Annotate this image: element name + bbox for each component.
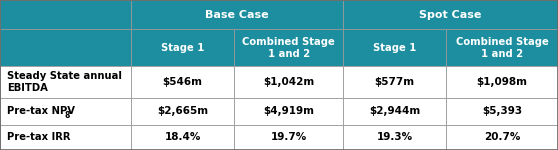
Text: 19.7%: 19.7% (271, 132, 307, 142)
Bar (131, 0, 343, 29)
Bar (131, 98, 234, 124)
Bar (234, 98, 343, 124)
Text: Stage 1: Stage 1 (161, 43, 204, 53)
Text: Steady State annual
EBITDA: Steady State annual EBITDA (7, 71, 122, 93)
Bar (343, 124, 446, 150)
Bar (343, 98, 446, 124)
Text: Combined Stage
1 and 2: Combined Stage 1 and 2 (242, 37, 335, 59)
Text: 20.7%: 20.7% (484, 132, 521, 142)
Bar (0, 98, 131, 124)
Text: $5,393: $5,393 (482, 106, 522, 116)
Text: Pre-tax IRR: Pre-tax IRR (7, 132, 70, 142)
Bar (234, 66, 343, 98)
Text: Stage 1: Stage 1 (373, 43, 416, 53)
Bar (131, 29, 234, 66)
Bar (446, 124, 558, 150)
Bar (343, 0, 558, 29)
Bar (446, 29, 558, 66)
Text: Base Case: Base Case (205, 10, 269, 20)
Bar (446, 98, 558, 124)
Text: $546m: $546m (163, 77, 203, 87)
Bar (343, 66, 446, 98)
Bar (0, 124, 131, 150)
Text: $4,919m: $4,919m (263, 106, 314, 116)
Text: Pre-tax NPV: Pre-tax NPV (7, 106, 75, 116)
Bar (234, 124, 343, 150)
Bar (131, 66, 234, 98)
Text: 19.3%: 19.3% (377, 132, 413, 142)
Text: $1,098m: $1,098m (477, 77, 528, 87)
Text: $1,042m: $1,042m (263, 77, 314, 87)
Bar (234, 29, 343, 66)
Text: Combined Stage
1 and 2: Combined Stage 1 and 2 (456, 37, 549, 59)
Bar (343, 29, 446, 66)
Bar (0, 0, 131, 29)
Bar (0, 66, 131, 98)
Text: $577m: $577m (375, 77, 415, 87)
Text: $2,665m: $2,665m (157, 106, 208, 116)
Bar (131, 124, 234, 150)
Bar (446, 66, 558, 98)
Text: $2,944m: $2,944m (369, 106, 420, 116)
Text: Spot Case: Spot Case (420, 10, 482, 20)
Bar (0, 29, 131, 66)
Text: 18.4%: 18.4% (165, 132, 201, 142)
Text: 8: 8 (65, 111, 70, 120)
